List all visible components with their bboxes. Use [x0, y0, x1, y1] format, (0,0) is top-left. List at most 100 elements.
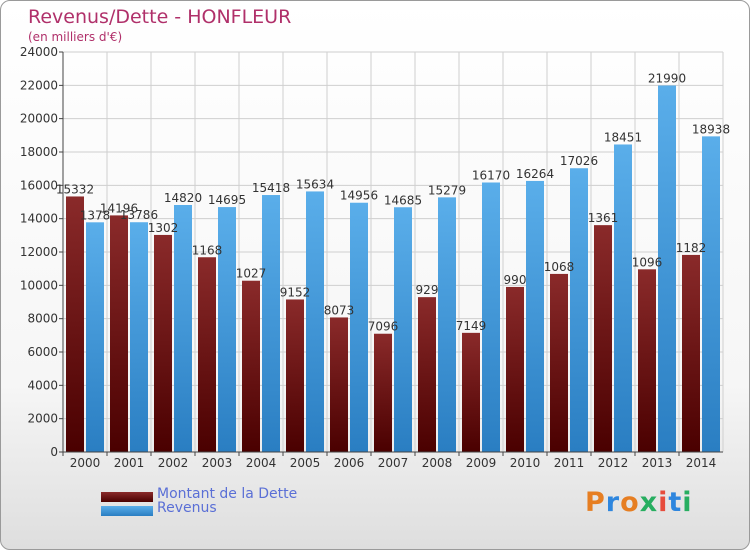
revenue-value-label: 14820 [164, 191, 202, 205]
y-tick-label: 16000 [20, 178, 58, 192]
logo-letter: i [682, 487, 693, 518]
logo-letter: o [620, 487, 640, 518]
debt-bar [506, 286, 524, 452]
logo-letter: P [585, 487, 606, 518]
revenue-bar [570, 168, 588, 452]
logo-letter: x [639, 487, 659, 518]
revenue-bar [658, 85, 676, 452]
debt-value-label: 1168 [192, 243, 223, 257]
debt-value-label: 15332 [56, 182, 94, 196]
revenue-bar [86, 222, 104, 452]
debt-value-label: 1361 [588, 211, 619, 225]
debt-value-label: 7096 [368, 320, 399, 334]
revenue-value-label: 14695 [208, 193, 246, 207]
debt-bar [374, 333, 392, 452]
chart-title: Revenus/Dette - HONFLEUR [28, 6, 292, 28]
debt-value-label: 990 [504, 273, 527, 287]
revenue-swatch [101, 506, 153, 516]
revenue-bar [218, 207, 236, 452]
revenue-bar [702, 136, 720, 452]
revenue-value-label: 21990 [648, 72, 686, 86]
debt-value-label: 14196 [100, 201, 138, 215]
revenue-value-label: 14685 [384, 193, 422, 207]
x-tick-label: 2010 [510, 456, 541, 470]
revenue-value-label: 16170 [472, 169, 510, 183]
x-tick-label: 2007 [378, 456, 409, 470]
y-tick-label: 22000 [20, 78, 58, 92]
x-tick-label: 2013 [642, 456, 673, 470]
revenue-value-label: 15418 [252, 181, 290, 195]
revenue-bar [394, 207, 412, 452]
x-tick-label: 2012 [598, 456, 629, 470]
debt-bar [198, 257, 216, 452]
debt-swatch [101, 492, 153, 502]
debt-bar [594, 225, 612, 452]
debt-value-label: 9152 [280, 285, 311, 299]
revenue-bar [438, 197, 456, 452]
y-tick-label: 0 [50, 445, 58, 459]
y-tick-label: 12000 [20, 245, 58, 259]
revenue-value-label: 16264 [516, 167, 554, 181]
x-tick-label: 2000 [70, 456, 101, 470]
revenue-value-label: 14956 [340, 189, 378, 203]
revenue-bar [130, 222, 148, 452]
revenue-value-label: 15634 [296, 177, 334, 191]
revenue-value-label: 15279 [428, 183, 466, 197]
debt-bar [242, 280, 260, 452]
debt-bar [418, 297, 436, 452]
revenue-value-label: 17026 [560, 154, 598, 168]
y-tick-label: 24000 [20, 45, 58, 59]
debt-bar [682, 254, 700, 452]
revenue-value-label: 18451 [604, 130, 642, 144]
revenue-bar [306, 191, 324, 452]
debt-value-label: 1027 [236, 267, 267, 281]
y-tick-label: 10000 [20, 278, 58, 292]
revenue-bar [482, 182, 500, 452]
y-tick-label: 20000 [20, 112, 58, 126]
revenue-value-label: 13786 [120, 208, 158, 222]
debt-value-label: 929 [416, 283, 439, 297]
x-tick-label: 2006 [334, 456, 365, 470]
grid-lines [62, 51, 724, 453]
debt-bar [462, 332, 480, 452]
debt-bar [638, 269, 656, 452]
debt-bar [110, 215, 128, 452]
x-tick-label: 2009 [466, 456, 497, 470]
revenue-bar [614, 144, 632, 452]
x-tick-label: 2008 [422, 456, 453, 470]
revenue-value-label: 1378 [80, 208, 111, 222]
logo-letter: r [605, 487, 621, 518]
bars [66, 85, 720, 453]
chart-subtitle: (en milliers d'€) [28, 30, 123, 44]
revenue-bar [262, 195, 280, 453]
revenue-value-label: 18938 [692, 122, 730, 136]
debt-bar [550, 273, 568, 452]
x-tick-label: 2011 [554, 456, 585, 470]
x-tick-label: 2005 [290, 456, 321, 470]
proxiti-logo: Proxiti [585, 487, 693, 518]
debt-bar [330, 317, 348, 452]
debt-bar [66, 196, 84, 452]
debt-value-label: 8073 [324, 303, 355, 317]
logo-letter: t [668, 487, 683, 518]
debt-value-label: 1096 [632, 255, 663, 269]
debt-value-label: 1302 [148, 221, 179, 235]
axes: 0 2000 4000 6000 8000 10000 12000 14000 16000 180… [20, 45, 723, 470]
debt-value-label: 1068 [544, 260, 575, 274]
x-tick-label: 2001 [114, 456, 145, 470]
y-tick-label: 4000 [27, 378, 58, 392]
logo-letter: i [658, 487, 669, 518]
revenue-bar [174, 205, 192, 452]
y-tick-label: 2000 [27, 412, 58, 426]
legend-label-revenue: Revenus [157, 500, 217, 516]
revenue-bar [350, 202, 368, 452]
y-tick-label: 18000 [20, 145, 58, 159]
x-tick-label: 2002 [158, 456, 189, 470]
legend-label-debt: Montant de la Dette [157, 486, 298, 502]
x-tick-label: 2014 [686, 456, 717, 470]
revenue-bar [526, 180, 544, 452]
x-tick-label: 2004 [246, 456, 277, 470]
y-tick-label: 8000 [27, 312, 58, 326]
